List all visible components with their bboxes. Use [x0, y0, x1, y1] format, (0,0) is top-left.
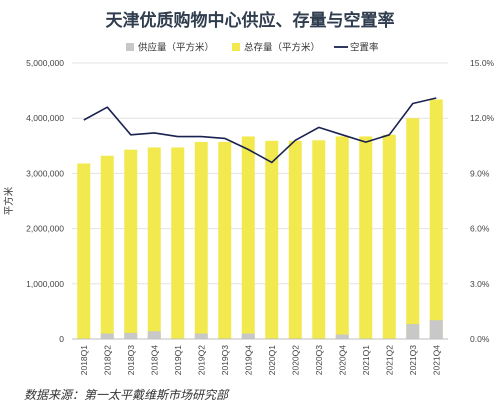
- y2-tick-label: 0.0%: [470, 334, 490, 344]
- supply-bar: [241, 333, 255, 339]
- stock-bar: [218, 141, 232, 339]
- x-tick-label: 2018Q2: [102, 345, 112, 376]
- y2-tick-label: 15.0%: [470, 58, 495, 68]
- supply-bar: [194, 333, 208, 339]
- x-tick-label: 2021Q4: [431, 345, 441, 376]
- stock-bar: [241, 136, 255, 339]
- legend-swatch: [232, 43, 240, 51]
- stock-bar: [406, 118, 420, 339]
- y2-tick-label: 3.0%: [470, 279, 490, 289]
- source-note: 数据来源：第一太平戴维斯市场研究部: [24, 388, 229, 402]
- supply-bar: [429, 320, 443, 339]
- x-tick-label: 2020Q3: [314, 345, 324, 376]
- legend: 供应量（平方米） 总存量（平方米） 空置率: [126, 42, 379, 54]
- stock-bar: [100, 155, 114, 339]
- stock-bar: [429, 99, 443, 339]
- supply-bar: [124, 332, 138, 339]
- stock-bar: [312, 140, 326, 339]
- y-tick-label: 1,000,000: [26, 279, 64, 289]
- stock-bar: [171, 147, 185, 339]
- stock-bar: [335, 136, 349, 339]
- x-tick-label: 2019Q4: [243, 345, 253, 376]
- y-tick-label: 3,000,000: [26, 168, 64, 178]
- y-tick-label: 5,000,000: [26, 58, 64, 68]
- x-tick-label: 2021Q1: [361, 345, 371, 376]
- y2-tick-label: 12.0%: [470, 113, 495, 123]
- stock-bar: [382, 134, 396, 339]
- y-tick-label: 0: [59, 334, 64, 344]
- legend-swatch: [126, 43, 134, 51]
- y-tick-label: 2,000,000: [26, 224, 64, 234]
- stock-bar: [147, 147, 161, 339]
- x-tick-label: 2020Q2: [290, 345, 300, 376]
- vacancy-line-path: [83, 97, 437, 164]
- x-tick-label: 2020Q4: [337, 345, 347, 376]
- stock-bar: [194, 141, 208, 339]
- legend-label: 总存量（平方米）: [244, 42, 320, 54]
- x-tick-label: 2018Q4: [149, 345, 159, 376]
- stock-bar: [265, 140, 279, 339]
- supply-bar: [335, 334, 349, 339]
- x-tick-label: 2020Q1: [267, 345, 277, 376]
- vacancy-line: [83, 97, 437, 164]
- bars: [77, 99, 443, 339]
- stock-bar: [288, 140, 302, 339]
- supply-bar: [406, 324, 420, 339]
- stock-bar: [359, 136, 373, 339]
- y2-tick-label: 6.0%: [470, 224, 490, 234]
- x-tick-label: 2021Q3: [408, 345, 418, 376]
- supply-bar: [100, 333, 114, 339]
- legend-label: 空置率: [350, 42, 379, 54]
- chart-title: 天津优质购物中心供应、存量与空置率: [105, 11, 395, 30]
- supply-bar: [147, 331, 161, 339]
- stock-bar: [77, 163, 91, 339]
- x-tick-label: 2018Q3: [126, 345, 136, 376]
- y-tick-label: 4,000,000: [26, 113, 64, 123]
- axes: 0 1,000,000 2,000,000 3,000,000 4,000,000 5,0…: [3, 58, 495, 375]
- x-tick-label: 2019Q3: [220, 345, 230, 376]
- y-axis-label: 平方米: [3, 186, 15, 215]
- y2-tick-label: 9.0%: [470, 168, 490, 178]
- x-tick-label: 2019Q2: [196, 345, 206, 376]
- legend-label: 供应量（平方米）: [138, 42, 214, 54]
- x-tick-label: 2019Q1: [173, 345, 183, 376]
- x-tick-label: 2018Q1: [79, 345, 89, 376]
- stock-bar: [124, 149, 138, 339]
- x-tick-label: 2021Q2: [384, 345, 394, 376]
